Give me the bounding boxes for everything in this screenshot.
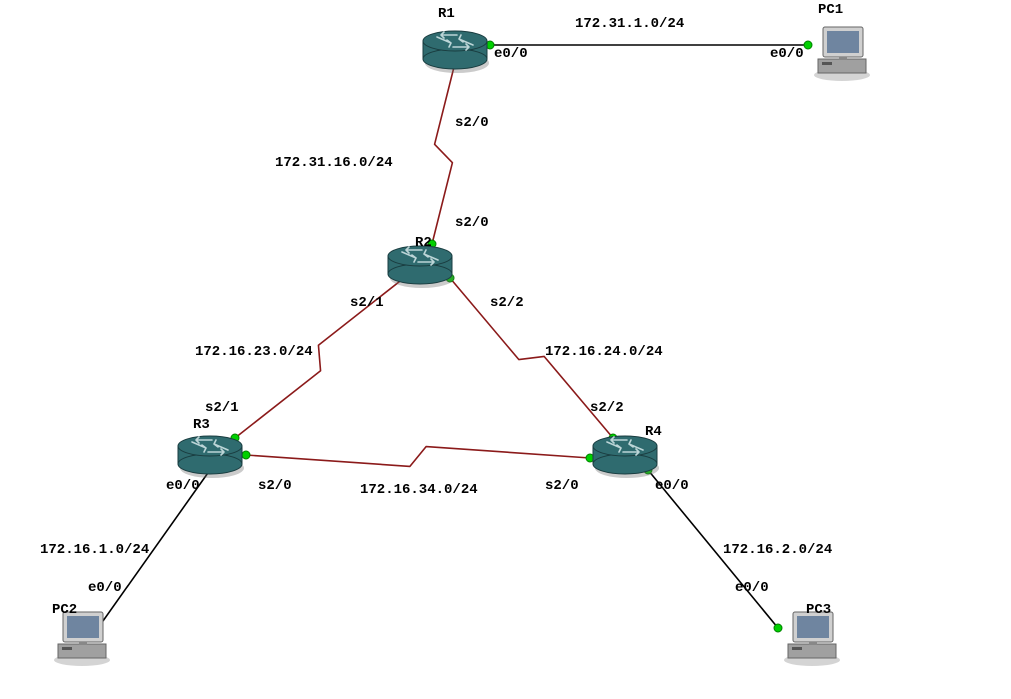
pc-pc3 <box>784 612 840 666</box>
label-net_r2_r3: 172.16.23.0/24 <box>195 344 313 360</box>
link-endpoint-icon <box>804 41 812 49</box>
diagram-canvas <box>0 0 1011 699</box>
label-name_PC3: PC3 <box>806 602 831 618</box>
label-if_r3_s21: s2/1 <box>205 400 239 416</box>
router-r4 <box>593 436 659 478</box>
label-name_R1: R1 <box>438 6 455 22</box>
pc-base-icon <box>58 644 106 658</box>
label-name_R2: R2 <box>415 235 432 251</box>
label-name_PC1: PC1 <box>818 2 843 18</box>
label-name_R3: R3 <box>193 417 210 433</box>
label-net_r1_pc1: 172.31.1.0/24 <box>575 16 684 32</box>
label-if_pc1_e00: e0/0 <box>770 46 804 62</box>
label-net_r1_r2: 172.31.16.0/24 <box>275 155 393 171</box>
router-r1 <box>423 31 489 73</box>
label-if_r1_e00: e0/0 <box>494 46 528 62</box>
label-if_r2_s20: s2/0 <box>455 215 489 231</box>
label-if_pc3_e00: e0/0 <box>735 580 769 596</box>
router-r2 <box>388 246 454 288</box>
pc-pc2 <box>54 612 110 666</box>
label-if_r4_e00: e0/0 <box>655 478 689 494</box>
pc-base-icon <box>818 59 866 73</box>
label-if_r1_s20: s2/0 <box>455 115 489 131</box>
label-name_PC2: PC2 <box>52 602 77 618</box>
label-if_r4_s22: s2/2 <box>590 400 624 416</box>
label-if_r2_s22: s2/2 <box>490 295 524 311</box>
label-if_r3_s20: s2/0 <box>258 478 292 494</box>
router-r3 <box>178 436 244 478</box>
label-name_R4: R4 <box>645 424 662 440</box>
label-if_r4_s20: s2/0 <box>545 478 579 494</box>
link-endpoint-icon <box>242 451 250 459</box>
label-if_r3_e00: e0/0 <box>166 478 200 494</box>
label-net_r3_r4: 172.16.34.0/24 <box>360 482 478 498</box>
pc-base-icon <box>788 644 836 658</box>
serial-link <box>432 63 455 244</box>
label-net_r4_pc3: 172.16.2.0/24 <box>723 542 832 558</box>
serial-link <box>246 447 590 467</box>
label-if_r2_s21: s2/1 <box>350 295 384 311</box>
link-endpoint-icon <box>774 624 782 632</box>
label-net_r3_pc2: 172.16.1.0/24 <box>40 542 149 558</box>
label-if_pc2_e00: e0/0 <box>88 580 122 596</box>
links-layer <box>94 41 812 632</box>
pc-pc1 <box>814 27 870 81</box>
label-net_r2_r4: 172.16.24.0/24 <box>545 344 663 360</box>
